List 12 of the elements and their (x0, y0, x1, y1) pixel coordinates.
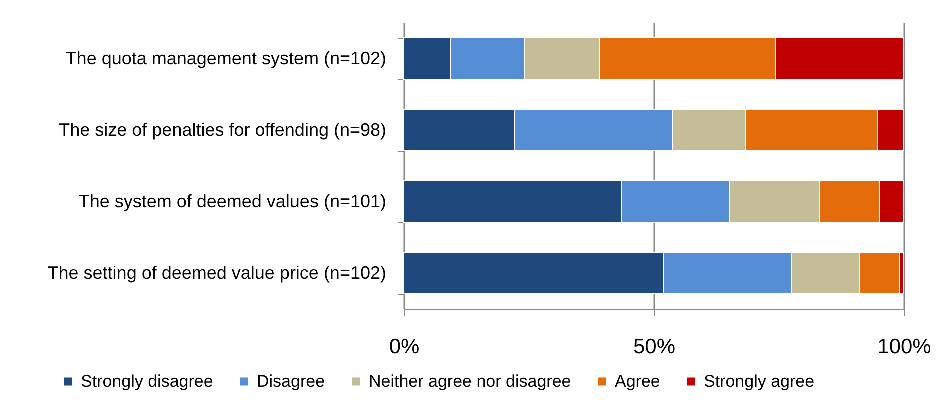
legend-label: Neither agree nor disagree (369, 372, 572, 391)
x-tick-label: 50% (633, 336, 676, 358)
legend-label: Strongly agree (704, 372, 815, 391)
y-tick-label: The system of deemed values (n=101) (78, 191, 386, 212)
y-tick-label: The setting of deemed value price (n=102) (48, 262, 386, 283)
legend-label: Strongly disagree (81, 372, 214, 391)
x-tick-label: 0% (389, 336, 420, 358)
legend-label: Agree (615, 372, 660, 391)
y-tick-label: The size of penalties for offending (n=98) (59, 120, 386, 140)
legend-label: Disagree (257, 372, 326, 391)
x-tick-label: 100% (878, 336, 932, 358)
y-tick-label: The quota management system (n=102) (66, 48, 386, 68)
